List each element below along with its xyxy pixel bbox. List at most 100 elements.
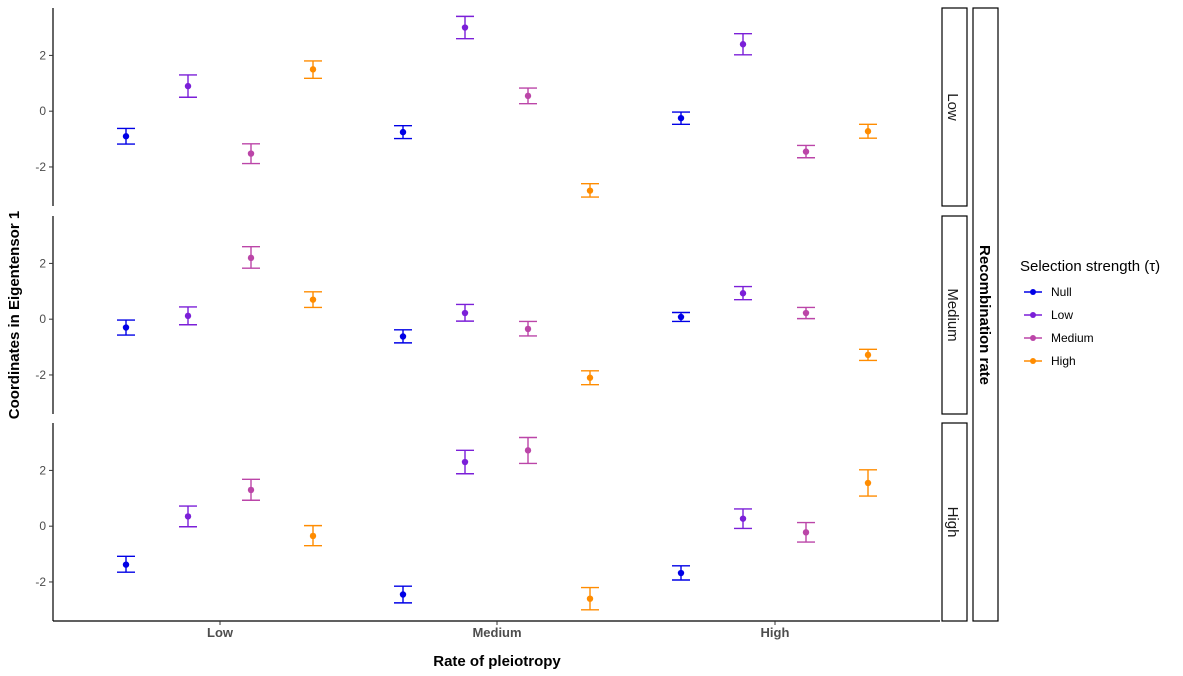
panel-high: -2 0 2 <box>35 423 877 621</box>
legend-key <box>1030 289 1036 295</box>
facet-strips: Low Medium High <box>941 7 968 622</box>
mean-point <box>677 569 685 577</box>
error-bar-null-high <box>672 311 690 323</box>
mean-point <box>309 296 317 303</box>
error-bar-medium-high <box>797 144 815 159</box>
error-bar-high-high <box>859 469 877 497</box>
y-tick-label: 2 <box>39 48 46 62</box>
panel-low: -2 0 2 <box>35 8 877 206</box>
strip-label: Low <box>944 93 961 121</box>
mean-point <box>184 82 192 90</box>
error-bar-low-low <box>179 306 197 326</box>
x-tick-label: Medium <box>472 625 521 640</box>
error-bar-low-low <box>179 505 197 528</box>
legend-label: High <box>1051 354 1076 368</box>
mean-point <box>309 66 317 73</box>
mean-point <box>586 187 594 194</box>
mean-point <box>122 324 130 331</box>
error-bar-high-low <box>304 524 322 547</box>
strip-label: Medium <box>944 288 961 341</box>
error-bar-low-medium <box>456 449 474 475</box>
mean-point <box>524 325 532 333</box>
mean-point <box>461 309 469 317</box>
x-axis: Low Medium High <box>53 620 940 640</box>
mean-point <box>864 128 872 135</box>
mean-point <box>399 333 407 340</box>
mean-point <box>524 92 532 100</box>
strip-label: High <box>944 507 961 538</box>
legend-key <box>1030 358 1036 364</box>
legend-title: Selection strength (τ) <box>1020 258 1160 275</box>
error-bar-medium-medium <box>519 320 537 337</box>
legend-item-medium: Medium <box>1024 331 1094 345</box>
mean-point <box>739 515 747 522</box>
error-bar-null-high <box>672 565 690 581</box>
error-bar-high-medium <box>581 586 599 611</box>
strip-high: High <box>941 422 968 622</box>
error-bar-medium-low <box>242 478 260 501</box>
mean-point <box>802 529 810 536</box>
legend-label: Low <box>1051 308 1073 322</box>
mean-point <box>399 128 407 136</box>
error-bar-low-medium <box>456 15 474 40</box>
mean-point <box>184 312 192 320</box>
panel-medium: -2 0 2 <box>35 216 877 414</box>
error-bar-low-high <box>734 285 752 301</box>
mean-point <box>677 114 685 122</box>
error-bar-medium-low <box>242 143 260 165</box>
x-tick-label: High <box>761 625 790 640</box>
mean-point <box>524 447 532 454</box>
y-tick-label: -2 <box>35 368 46 382</box>
error-bar-low-medium <box>456 303 474 322</box>
mean-point <box>247 254 255 262</box>
legend-item-low: Low <box>1024 308 1073 322</box>
error-bar-low-low <box>179 74 197 98</box>
mean-point <box>399 591 407 598</box>
facet-panels: -2 0 2 -2 0 2 -2 0 2 <box>35 8 877 621</box>
error-bar-medium-high <box>797 521 815 543</box>
mean-point <box>802 148 810 155</box>
x-tick-label: Low <box>207 625 234 640</box>
facet-title: Recombination rate <box>976 245 993 385</box>
y-tick-label: 0 <box>39 312 46 326</box>
y-tick-label: 2 <box>39 256 46 270</box>
error-bar-high-low <box>304 291 322 309</box>
mean-point <box>461 24 469 31</box>
mean-point <box>122 133 130 140</box>
legend-item-null: Null <box>1024 285 1072 299</box>
error-bar-null-low <box>117 555 135 573</box>
mean-point <box>184 513 192 520</box>
y-tick-label: -2 <box>35 160 46 174</box>
y-tick-label: -2 <box>35 575 46 589</box>
error-bar-medium-high <box>797 306 815 320</box>
error-bar-high-medium <box>581 182 599 198</box>
error-bar-medium-medium <box>519 87 537 105</box>
mean-point <box>461 458 469 466</box>
y-axis-title: Coordinates in Eigentensor 1 <box>6 211 23 419</box>
mean-point <box>739 41 747 48</box>
error-bar-null-low <box>117 319 135 336</box>
mean-point <box>122 561 130 568</box>
y-tick-label: 2 <box>39 463 46 477</box>
mean-point <box>677 313 685 321</box>
mean-point <box>802 309 810 317</box>
legend: Selection strength (τ) Null Low Medium High <box>1020 258 1160 368</box>
mean-point <box>864 351 872 359</box>
mean-point <box>247 486 255 494</box>
error-bar-null-medium <box>394 329 412 344</box>
error-bar-null-low <box>117 127 135 145</box>
error-bar-high-low <box>304 60 322 79</box>
mean-point <box>864 479 872 487</box>
error-bar-high-high <box>859 348 877 362</box>
error-bar-low-high <box>734 32 752 56</box>
mean-point <box>309 532 317 540</box>
y-tick-label: 0 <box>39 104 46 118</box>
error-bar-null-high <box>672 111 690 125</box>
mean-point <box>247 150 255 157</box>
mean-point <box>739 290 747 297</box>
error-bar-high-high <box>859 123 877 139</box>
x-axis-title: Rate of pleiotropy <box>433 653 561 670</box>
mean-point <box>586 374 594 381</box>
legend-label: Medium <box>1051 331 1094 345</box>
